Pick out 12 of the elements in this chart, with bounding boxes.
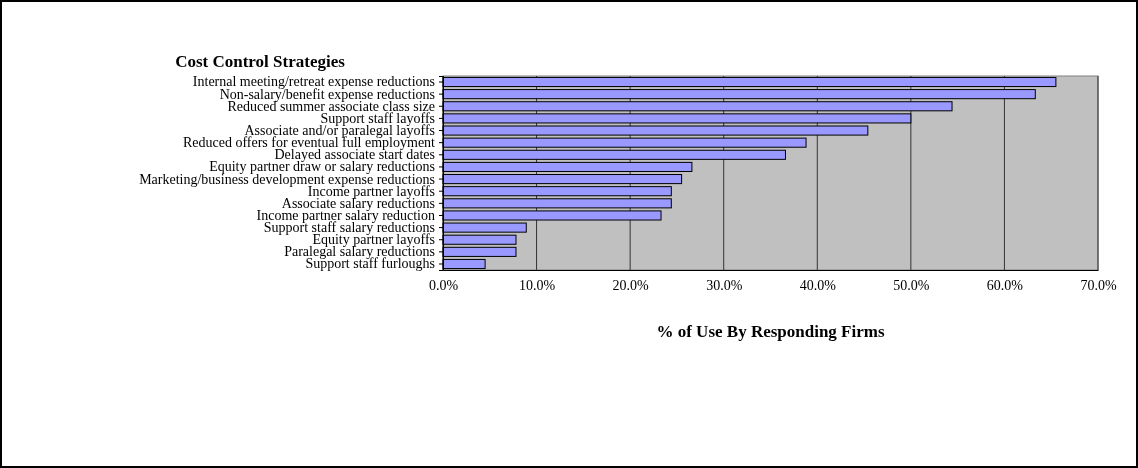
x-tick-label: 30.0% bbox=[706, 277, 743, 293]
x-tick-label: 60.0% bbox=[986, 277, 1024, 293]
x-tick-label: 10.0% bbox=[518, 277, 556, 293]
y-tick-label: Support staff layoffs bbox=[320, 110, 435, 126]
x-tick-label: 40.0% bbox=[799, 277, 837, 293]
x-tick-label: 50.0% bbox=[893, 277, 930, 293]
y-tick-label: Internal meeting/retreat expense reductions bbox=[192, 74, 435, 90]
x-tick-label: 70.0% bbox=[1080, 277, 1117, 293]
x-axis-title: % of Use By Responding Firms bbox=[656, 322, 885, 341]
x-tick-label: 0.0% bbox=[428, 277, 459, 293]
text: Cost Control Strategies bbox=[175, 52, 346, 71]
x-tick-label: 20.0% bbox=[612, 277, 650, 293]
